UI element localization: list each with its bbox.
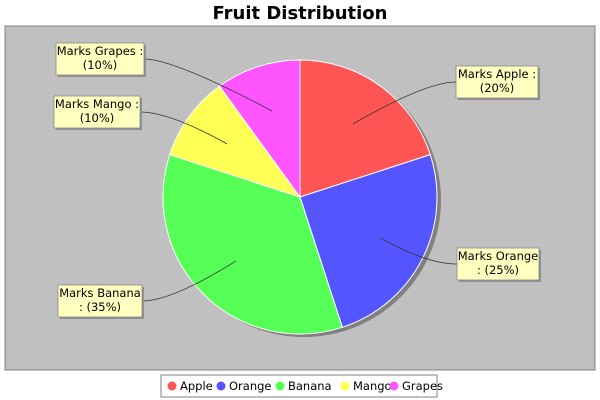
slice-label-apple: Marks Apple :(20%)	[455, 65, 540, 100]
legend-label: Apple	[180, 379, 213, 393]
slice-label-box	[456, 247, 540, 281]
chart-title: Fruit Distribution	[212, 3, 388, 24]
slice-label-box	[57, 284, 143, 318]
slice-label-line: Marks Grapes :	[57, 44, 144, 58]
slice-label-line: : (35%)	[79, 300, 121, 314]
slice-label-box	[455, 65, 539, 99]
legend-item-apple: Apple	[167, 379, 213, 393]
slice-label-line: (10%)	[80, 111, 115, 125]
pie-slices	[162, 59, 438, 335]
legend-item-orange: Orange	[216, 379, 272, 393]
legend-label: Grapes	[402, 379, 443, 393]
slice-label-box	[55, 42, 145, 76]
slice-label-line: Marks Banana	[59, 286, 141, 300]
legend-swatch	[167, 381, 177, 391]
pie-slice-orange	[299, 154, 438, 328]
connector-apple	[352, 81, 457, 125]
legend: Apple Orange Banana Mango Grapes	[160, 374, 443, 398]
legend-item-banana: Banana	[275, 379, 332, 393]
slice-labels: Marks Apple :(20%)Marks Orange: (25%)Mar…	[53, 42, 541, 319]
legend-swatch	[340, 381, 350, 391]
legend-items: Apple Orange Banana Mango Grapes	[167, 379, 443, 393]
legend-label: Mango	[353, 379, 392, 393]
slice-label-line: Marks Orange	[458, 249, 539, 263]
slice-label-box	[53, 95, 141, 129]
pie-slice-mango	[169, 85, 302, 198]
slice-label-line: (20%)	[480, 81, 515, 95]
connector-grapes	[143, 58, 273, 112]
slice-label-line: Marks Apple :	[458, 67, 536, 81]
slice-label-line: (10%)	[83, 58, 118, 72]
legend-item-mango: Mango	[340, 379, 392, 393]
legend-swatch	[389, 381, 399, 391]
legend-label: Orange	[229, 379, 272, 393]
slice-label-grapes: Marks Grapes :(10%)	[55, 42, 146, 77]
slice-label-mango: Marks Mango :(10%)	[53, 95, 142, 130]
slice-label-line: Marks Mango :	[55, 97, 139, 111]
connector-mango	[139, 111, 228, 145]
pie-slice-apple	[299, 59, 431, 198]
slice-label-line: : (25%)	[477, 263, 519, 277]
legend-label: Banana	[288, 379, 332, 393]
connector-orange	[380, 237, 458, 265]
label-connectors	[139, 58, 458, 302]
legend-item-grapes: Grapes	[389, 379, 443, 393]
slice-label-orange: Marks Orange: (25%)	[456, 247, 541, 282]
legend-box	[160, 374, 438, 398]
legend-swatch	[275, 381, 285, 391]
slice-label-banana: Marks Banana: (35%)	[57, 284, 144, 319]
legend-swatch	[216, 381, 226, 391]
connector-banana	[141, 260, 237, 302]
pie-slice-banana	[162, 154, 343, 335]
